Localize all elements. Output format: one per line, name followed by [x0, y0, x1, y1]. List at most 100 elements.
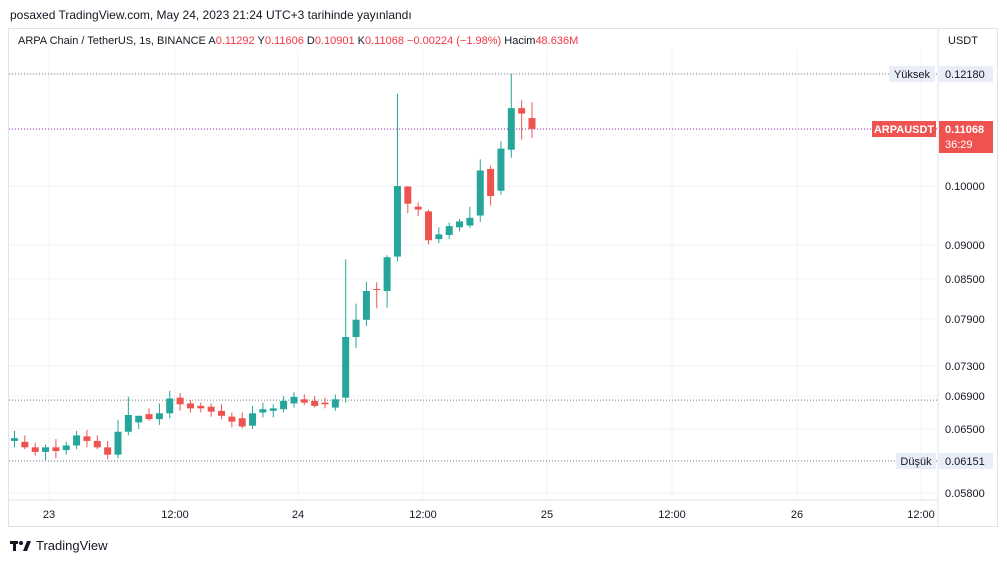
low-value: 0.10901 [314, 35, 355, 47]
chart-frame [8, 28, 998, 527]
candle-body-29 [311, 400, 319, 406]
price-badge-value: 0.11068 [945, 124, 984, 136]
x-tick-label-7: 12:00 [907, 509, 935, 521]
candle-body-46 [487, 168, 495, 197]
ticker-badge-label: ARPAUSDT [874, 124, 935, 136]
candle-body-40 [425, 211, 432, 241]
candle-body-24 [259, 409, 267, 413]
candle-body-15 [166, 398, 174, 414]
candle-body-18 [197, 405, 205, 409]
candle-body-19 [207, 406, 215, 412]
candle-body-12 [135, 415, 143, 423]
x-tick-label-6: 26 [791, 509, 803, 521]
candle-body-50 [528, 118, 536, 129]
candle-body-7 [83, 436, 91, 441]
high-label: Y [257, 35, 265, 47]
candle-body-30 [321, 402, 329, 405]
candle-body-20 [218, 410, 225, 416]
candle-body-11 [124, 414, 132, 432]
x-tick-label-2: 24 [292, 509, 304, 521]
x-tick-label-0: 23 [43, 509, 55, 521]
x-tick-label-3: 12:00 [409, 509, 437, 521]
y-tick-label-3: 0.06900 [945, 391, 985, 403]
candle-body-42 [445, 226, 453, 235]
candle-body-23 [249, 413, 257, 426]
candle-body-37 [393, 186, 401, 257]
candle-body-4 [52, 447, 60, 452]
brand-name: TradingView [36, 538, 108, 553]
currency-label[interactable]: USDT [948, 35, 978, 47]
y-tick-label-6: 0.08500 [945, 274, 985, 286]
candle-body-0 [11, 438, 18, 441]
low-label: D [306, 35, 315, 47]
candle-body-14 [155, 413, 163, 420]
candle-body-9 [104, 447, 112, 455]
candle-body-48 [507, 108, 515, 150]
candle-body-32 [342, 337, 350, 398]
symbol-name[interactable]: ARPA Chain / TetherUS, 1s, BINANCE [18, 35, 206, 47]
y-tick-label-8: 0.10000 [945, 181, 985, 193]
candle-body-2 [31, 447, 39, 452]
footer-brand[interactable]: TradingView [10, 538, 108, 553]
candle-body-45 [476, 170, 484, 216]
candle-body-49 [518, 108, 526, 114]
tradingview-logo-icon [10, 540, 31, 551]
candle-body-41 [435, 234, 443, 240]
high-value-bg [939, 66, 993, 82]
volume-label: Hacim [504, 35, 536, 47]
candle-body-26 [280, 400, 288, 410]
countdown-label: 36:29 [945, 139, 973, 151]
open-value: 0.11292 [215, 35, 255, 47]
publish-line: posaxed TradingView.com, May 24, 2023 21… [10, 8, 412, 22]
candle-body-5 [62, 445, 70, 451]
high-value: 0.11606 [264, 35, 304, 47]
low-badge-label: Düşük [900, 456, 932, 468]
y-tick-label-4: 0.07300 [945, 361, 985, 373]
candle-body-3 [42, 447, 50, 452]
low-value-label: 0.06151 [945, 456, 985, 468]
high-value-label: 0.12180 [945, 69, 985, 81]
candle-body-8 [93, 440, 101, 448]
y-tick-label-2: 0.06500 [945, 424, 985, 436]
high-badge-bg [889, 66, 935, 82]
volume-value: 48.636M [535, 35, 579, 47]
x-tick-label-4: 25 [541, 509, 553, 521]
candle-body-25 [269, 408, 277, 411]
ticker-badge-bg [872, 121, 936, 137]
change-value: −0.00224 (−1.98%) [407, 35, 502, 47]
close-value: 0.11068 [365, 35, 404, 47]
x-tick-label-1: 12:00 [161, 509, 189, 521]
candle-body-10 [114, 431, 122, 455]
candle-body-34 [362, 291, 370, 320]
candle-body-13 [145, 414, 153, 420]
price-badge-bg [939, 121, 993, 153]
close-label: K [357, 35, 365, 47]
candle-body-39 [414, 206, 422, 210]
candle-body-22 [238, 418, 246, 427]
candle-body-47 [497, 148, 505, 191]
candle-body-16 [176, 397, 184, 405]
x-tick-label-5: 12:00 [658, 509, 686, 521]
low-value-bg [939, 453, 993, 469]
y-tick-label-0: 0.05800 [945, 488, 985, 500]
candle-body-31 [331, 399, 339, 408]
candle-body-6 [73, 435, 81, 446]
high-badge-label: Yüksek [894, 69, 931, 81]
candle-body-27 [290, 396, 298, 404]
y-tick-label-7: 0.09000 [945, 240, 985, 252]
candle-body-35 [373, 289, 381, 290]
candle-body-44 [466, 217, 474, 226]
open-label: A [208, 35, 216, 47]
candle-body-38 [404, 186, 412, 204]
candle-body-1 [21, 441, 29, 448]
y-tick-label-5: 0.07900 [945, 314, 985, 326]
candle-body-36 [383, 257, 391, 291]
candle-body-21 [228, 416, 236, 422]
chart-legend: ARPA Chain / TetherUS, 1s, BINANCE A0.11… [18, 35, 578, 47]
candle-body-28 [300, 399, 308, 403]
candle-body-17 [186, 403, 194, 409]
low-badge-bg [896, 453, 936, 469]
candle-body-33 [352, 319, 360, 338]
candle-body-43 [456, 221, 464, 228]
